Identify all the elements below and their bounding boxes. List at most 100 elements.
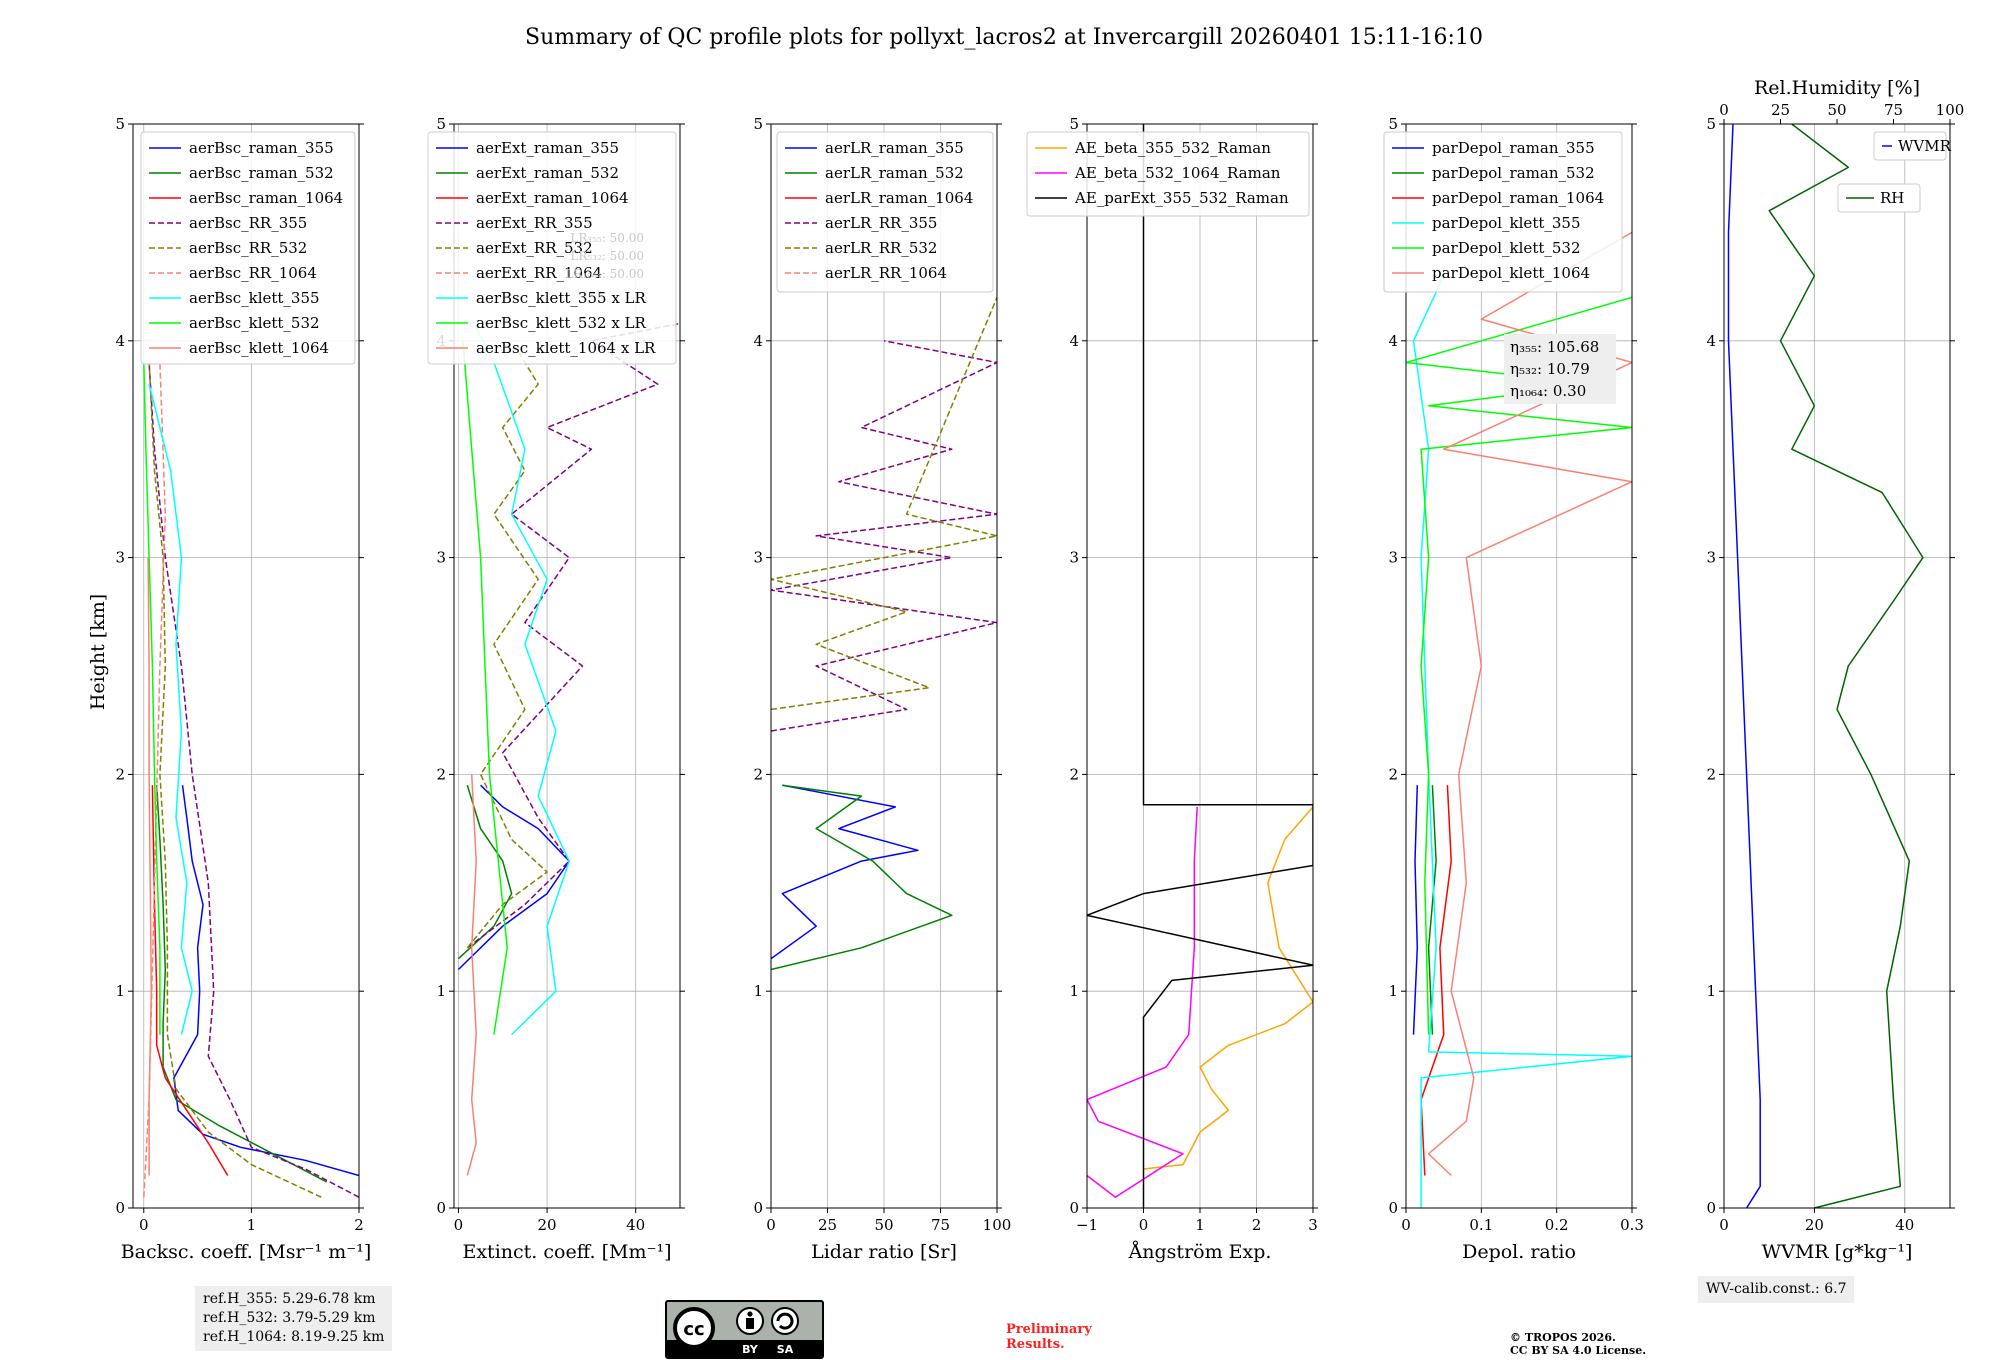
legend-entry: parDepol_klett_1064 [1432,264,1590,282]
axes-frame [453,123,681,1209]
series-line-aerBsc-RR-355 [148,362,359,1198]
wv-calibration-box: WV-calib.const.: 6.7 [1698,1276,1855,1303]
y-axis-label: Height [km] [87,594,109,710]
series-line-aerBsc-raman-1064 [151,785,229,1176]
legend-entry: aerBsc_klett_355 x LR [476,289,647,307]
x-tick-label: 75 [931,1216,950,1234]
series-line-aerExt-RR-532 [466,340,548,949]
series-group [771,297,997,971]
x-tick-label: 100 [983,1216,1012,1234]
legend-entry: aerBsc_raman_355 [189,139,334,157]
legend-entry: AE_beta_355_532_Raman [1074,139,1271,157]
y-tick-label: 3 [436,549,446,567]
series-line-WVMR [1727,124,1761,1208]
series-line-AE-beta-532-1064-Raman [1087,806,1198,1198]
legend-entry: RH [1880,189,1904,207]
cc-icon-glyph: cc [683,1319,704,1340]
legend-entry: aerBsc_klett_532 [189,314,320,332]
cc-license-graphic: cc BY SA [667,1307,822,1357]
y-tick-label: 0 [1388,1199,1398,1217]
top-x-tick-label: 75 [1884,101,1903,119]
series-line-aerBsc-RR-532 [148,362,322,1198]
legend-entry: aerExt_RR_1064 [476,264,602,282]
panel-extinction: 02040012345Extinct. coeff. [Mm⁻¹]aerExt_… [427,115,685,1263]
x-tick-label: 25 [818,1216,837,1234]
x-tick-label: 0 [1719,1216,1729,1234]
y-tick-label: 1 [436,982,446,1000]
legend: AE_beta_355_532_Raman AE_beta_532_1064_Ra… [1026,131,1310,217]
y-tick-label: 4 [1069,332,1079,350]
series-group [1727,124,1924,1208]
ref-height-532: ref.H_532: 3.79-5.29 km [203,1310,376,1326]
y-tick-label: 2 [1388,765,1398,783]
preliminary-line-2: Results. [1006,1337,1065,1352]
y-tick-label: 1 [1706,982,1716,1000]
legend: WVMR RH [1837,131,1952,213]
y-tick-label: 0 [753,1199,763,1217]
y-tick-label: 5 [1388,115,1398,133]
wv-calibration-constant: WV-calib.const.: 6.7 [1706,1281,1847,1297]
panel-backscatter: 0 1 2 0 1 2 3 4 5 Backsc. coeff. [Msr⁻¹ m⁻¹] aerBs… [115,115,371,1263]
legend-entry: aerLR_RR_1064 [825,264,947,282]
legend-entry: aerLR_raman_532 [825,164,964,182]
legend-entry: aerLR_RR_532 [825,239,937,257]
x-tick-label: 2 [1252,1216,1262,1234]
legend-entry: WVMR [1898,137,1952,155]
series-line-aerBsc-raman-532 [155,785,328,1183]
series-line-AE-parExt-355-532-Raman [1087,124,1313,1208]
x-tick-label: 0 [454,1216,464,1234]
legend-entry: aerBsc_RR_1064 [189,264,317,282]
series-line-AE-beta-355-532-Raman [1143,806,1313,1170]
y-tick-label: 1 [1388,982,1398,1000]
legend-box [140,131,356,365]
x-axis-label: WVMR [g*kg⁻¹] [1762,1241,1913,1263]
legend: aerLR_raman_355 aerLR_raman_532 aerLR_rama… [776,131,994,293]
legend-entry: aerLR_raman_1064 [825,189,973,207]
legend-box [1383,131,1623,293]
panel-wvmr_rh: 0 20 40 0 1 2 3 4 5 WVMR [g*kg⁻¹] 0 25 50 75 100 Rel.Hu… [1706,77,1964,1263]
series-line-RH [1768,124,1924,1208]
x-tick-label: 3 [1308,1216,1318,1234]
lr-annotation: LR₃₅₅: 50.00 [570,231,644,245]
preliminary-note: Preliminary Results. [1006,1322,1092,1352]
legend-entry: aerBsc_RR_532 [189,239,307,257]
x-tick-label: −1 [1076,1216,1098,1234]
x-tick-label: 1 [247,1216,257,1234]
copyright-line-2: CC BY SA 4.0 License. [1510,1344,1647,1357]
axes-frame [1405,123,1633,1209]
y-tick-label: 2 [1706,765,1716,783]
legend-entry: parDepol_raman_355 [1432,139,1595,157]
legend-entry: aerExt_raman_355 [476,139,619,157]
series-line-aerBsc-klett-1064 [147,557,153,1176]
top-x-tick-label: 0 [1719,101,1729,119]
x-axis-label: Extinct. coeff. [Mm⁻¹] [462,1241,671,1263]
y-tick-label: 1 [1069,982,1079,1000]
y-tick-label: 1 [753,982,763,1000]
y-tick-label: 5 [436,115,446,133]
legend-box [1026,131,1310,217]
series-group [457,318,680,1176]
by-person-body [746,1318,754,1329]
legend-entry: aerBsc_RR_355 [189,214,307,232]
copyright-note: © TROPOS 2026. CC BY SA 4.0 License. [1510,1331,1646,1357]
y-tick-label: 2 [753,765,763,783]
x-axis-label: Ångström Exp. [1128,1241,1272,1263]
x-tick-label: 0 [1401,1216,1411,1234]
copyright-line-1: © TROPOS 2026. [1510,1331,1616,1344]
x-axis-label: Lidar ratio [Sr] [811,1241,957,1263]
cc-license-logo: cc BY SA [665,1300,824,1359]
legend-entry: aerLR_raman_355 [825,139,964,157]
legend-entry: aerExt_raman_532 [476,164,619,182]
ref-height-355: ref.H_355: 5.29-6.78 km [203,1291,376,1307]
eta-value: η₅₃₂: 10.79 [1510,360,1590,378]
legend-entry: aerBsc_raman_532 [189,164,334,182]
top-x-axis-label: Rel.Humidity [%] [1754,77,1920,99]
series-line-parDepol-raman-532 [1427,785,1437,1035]
preliminary-line-1: Preliminary [1006,1322,1092,1337]
series-line-aerExt-raman-532 [457,784,513,960]
legend-box [776,131,994,293]
y-tick-label: 0 [1706,1199,1716,1217]
series-line-parDepol-klett-532 [1406,296,1632,1035]
